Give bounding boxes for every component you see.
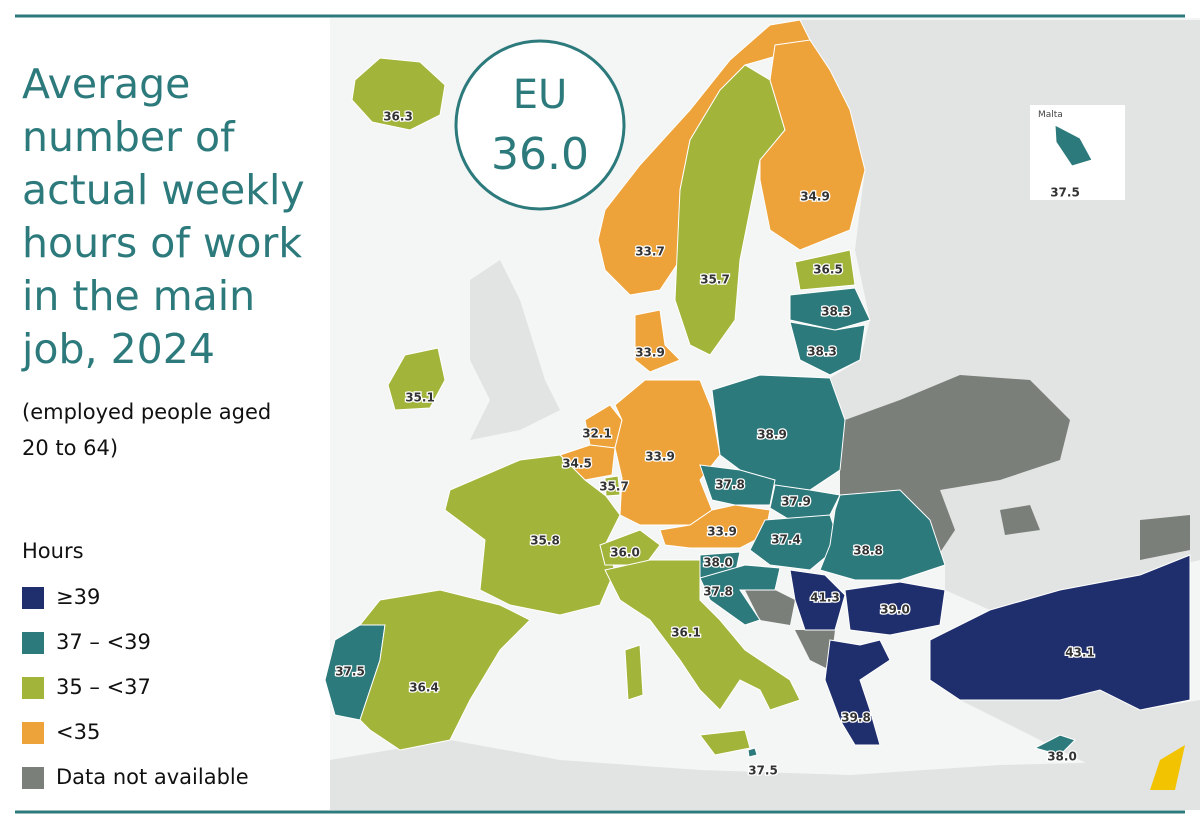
eu-circle xyxy=(454,39,626,211)
value-label: 37.8 xyxy=(703,585,733,599)
value-label: 39.0 xyxy=(880,603,910,617)
value-label: 43.1 xyxy=(1065,646,1095,660)
value-label: 35.1 xyxy=(405,391,435,405)
legend-label: ≥39 xyxy=(56,585,100,609)
eu-value: 36.0 xyxy=(491,129,589,180)
value-label: 32.1 xyxy=(582,427,612,441)
region xyxy=(819,489,946,581)
legend-title: Hours xyxy=(22,539,84,563)
region xyxy=(844,581,946,636)
subtitle: (employed people aged 20 to 64) xyxy=(22,400,272,460)
legend-label: 35 – <37 xyxy=(56,675,151,699)
legend-label: 37 – <39 xyxy=(56,630,151,654)
value-label: 38.3 xyxy=(807,345,837,359)
value-label: 33.9 xyxy=(635,346,665,360)
region xyxy=(759,39,866,251)
legend-swatch xyxy=(22,722,44,744)
value-label: 35.7 xyxy=(700,273,730,287)
value-label: 35.7 xyxy=(599,480,629,494)
value-label: 36.1 xyxy=(671,626,701,640)
legend-swatch xyxy=(22,632,44,654)
value-label: 37.8 xyxy=(715,478,745,492)
region xyxy=(749,514,841,571)
value-label: 33.9 xyxy=(645,450,675,464)
value-label: 37.5 xyxy=(748,764,778,778)
value-label: 35.8 xyxy=(530,534,560,548)
value-label: 34.5 xyxy=(562,457,592,471)
eu-label: EU xyxy=(513,72,568,118)
value-label: 37.5 xyxy=(1050,186,1080,200)
region xyxy=(634,309,681,373)
region xyxy=(599,529,661,566)
region xyxy=(387,347,446,411)
region xyxy=(789,287,871,331)
value-label: 36.3 xyxy=(383,110,413,124)
value-label: 38.3 xyxy=(821,305,851,319)
region xyxy=(351,57,446,131)
region xyxy=(711,374,846,491)
legend-swatch xyxy=(22,677,44,699)
region xyxy=(358,589,531,751)
region xyxy=(929,554,1191,711)
region xyxy=(624,644,644,701)
region xyxy=(747,747,758,758)
value-label: 37.4 xyxy=(771,533,801,547)
value-label: 38.0 xyxy=(703,556,733,570)
value-label: 33.7 xyxy=(635,245,665,259)
value-label: 38.9 xyxy=(757,428,787,442)
value-label: 41.3 xyxy=(810,591,840,605)
region xyxy=(789,321,866,376)
region xyxy=(789,569,846,631)
logo xyxy=(1150,745,1185,790)
region xyxy=(1033,734,1076,756)
value-label: 38.0 xyxy=(1047,750,1077,764)
inset-label: Malta xyxy=(1038,110,1063,120)
value-label: 33.9 xyxy=(707,525,737,539)
legend-swatch xyxy=(22,587,44,609)
legend-swatch xyxy=(22,767,44,789)
title: Average number of actual weekly hours of… xyxy=(22,60,305,373)
region xyxy=(604,559,801,711)
value-label: 37.9 xyxy=(781,495,811,509)
value-label: 36.4 xyxy=(409,681,439,695)
region xyxy=(604,475,621,497)
region xyxy=(794,249,856,291)
value-label: 37.5 xyxy=(335,665,365,679)
value-label: 36.5 xyxy=(813,263,843,277)
value-label: 34.9 xyxy=(800,190,830,204)
value-label: 39.8 xyxy=(841,711,871,725)
value-label: 36.0 xyxy=(610,546,640,560)
region xyxy=(1054,124,1093,167)
region xyxy=(699,729,751,756)
value-label: 38.8 xyxy=(853,544,883,558)
legend-label: <35 xyxy=(56,720,100,744)
region xyxy=(674,64,786,356)
region xyxy=(824,639,891,746)
region xyxy=(699,564,781,626)
region xyxy=(699,464,776,506)
legend-label: Data not available xyxy=(56,765,249,789)
